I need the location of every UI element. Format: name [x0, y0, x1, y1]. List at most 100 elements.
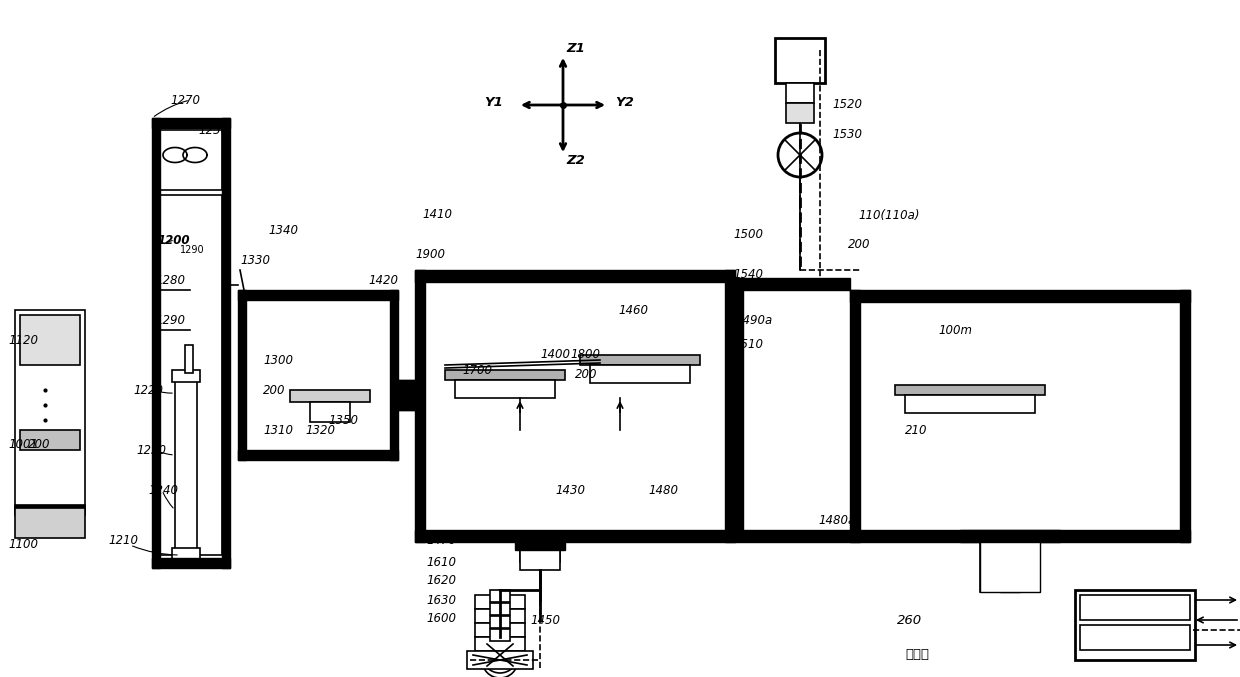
Bar	[725, 270, 735, 542]
Bar	[185, 345, 193, 373]
Bar	[153, 558, 229, 568]
Bar	[590, 365, 689, 383]
Bar	[160, 130, 222, 190]
Bar	[172, 548, 200, 560]
Text: 200: 200	[29, 439, 51, 452]
Bar	[15, 505, 86, 515]
Text: 1400: 1400	[539, 349, 570, 362]
Bar	[735, 530, 849, 542]
Bar	[475, 595, 525, 609]
Text: 1610: 1610	[427, 556, 456, 569]
Text: 1600: 1600	[427, 611, 456, 624]
Bar	[980, 542, 1040, 592]
Text: 1240: 1240	[148, 483, 179, 496]
Bar	[786, 83, 813, 103]
Text: 200: 200	[575, 368, 598, 382]
Bar	[515, 542, 565, 550]
Bar	[175, 380, 197, 550]
Text: 1220: 1220	[133, 383, 162, 397]
Text: 1620: 1620	[427, 573, 456, 586]
Text: 1320: 1320	[305, 424, 335, 437]
Text: 1490a: 1490a	[735, 313, 773, 326]
Bar	[490, 616, 510, 628]
Text: 1630: 1630	[427, 594, 456, 607]
Text: 260: 260	[897, 613, 923, 626]
Bar	[415, 270, 425, 542]
Text: 1270: 1270	[170, 93, 200, 106]
Bar	[467, 651, 533, 669]
Text: 1420: 1420	[368, 274, 398, 286]
Text: 1800: 1800	[570, 349, 600, 362]
Bar	[160, 195, 222, 555]
Bar	[153, 118, 229, 128]
Text: 1210: 1210	[108, 533, 138, 546]
Bar	[310, 402, 350, 422]
Bar	[735, 278, 743, 532]
Bar	[475, 623, 525, 637]
Bar	[520, 550, 560, 570]
Text: 200: 200	[848, 238, 870, 251]
Text: Y1: Y1	[484, 95, 503, 108]
Bar	[520, 542, 560, 562]
Bar	[735, 278, 849, 290]
Text: 1500: 1500	[733, 229, 763, 242]
Text: 110(110a): 110(110a)	[858, 209, 920, 221]
Bar	[445, 370, 565, 380]
Bar	[999, 542, 1021, 592]
Bar	[455, 380, 556, 398]
Bar	[490, 590, 510, 602]
Text: 1540: 1540	[733, 269, 763, 282]
Bar	[490, 629, 510, 641]
Text: 1230: 1230	[136, 443, 166, 456]
Bar	[1180, 290, 1190, 542]
Bar	[398, 380, 415, 383]
Bar	[415, 270, 735, 282]
Bar	[172, 370, 200, 382]
Bar	[222, 118, 229, 568]
Bar	[238, 290, 246, 460]
Text: 1430: 1430	[556, 483, 585, 496]
Text: 1120: 1120	[7, 334, 38, 347]
Bar	[1080, 595, 1190, 620]
Bar	[490, 603, 510, 615]
Bar	[20, 315, 81, 365]
Bar	[398, 380, 415, 410]
Bar	[238, 450, 398, 460]
Text: 1310: 1310	[263, 424, 293, 437]
Bar	[580, 355, 701, 365]
Text: 1001: 1001	[7, 439, 38, 452]
Bar	[475, 609, 525, 623]
Bar	[15, 310, 86, 510]
Text: 1340: 1340	[268, 223, 298, 236]
Text: 200: 200	[263, 383, 285, 397]
Bar	[20, 430, 81, 450]
Bar	[849, 530, 1190, 542]
Text: Y2: Y2	[615, 95, 634, 108]
Bar	[849, 290, 1190, 302]
Text: 1450: 1450	[529, 613, 560, 626]
Bar	[1075, 590, 1195, 660]
Bar	[475, 637, 525, 651]
Text: 210: 210	[905, 424, 928, 437]
Bar	[391, 290, 398, 460]
Bar	[415, 530, 735, 542]
Text: 1200: 1200	[157, 234, 191, 246]
Bar	[849, 290, 861, 542]
Text: 1280: 1280	[155, 274, 185, 286]
Text: 100m: 100m	[937, 324, 972, 336]
Bar	[153, 118, 160, 568]
Text: 1480a: 1480a	[818, 513, 856, 527]
Bar	[980, 542, 1040, 592]
Bar	[861, 302, 1180, 530]
Text: 1480: 1480	[649, 483, 678, 496]
Text: 信号线: 信号线	[905, 649, 929, 661]
Bar	[1080, 625, 1190, 650]
Text: 1460: 1460	[618, 303, 649, 317]
Text: 1530: 1530	[832, 129, 862, 141]
Text: 1700: 1700	[463, 364, 492, 376]
Bar	[238, 290, 398, 300]
Bar	[905, 395, 1035, 413]
Text: Z2: Z2	[565, 154, 585, 167]
Text: 1470: 1470	[427, 533, 456, 546]
Text: 1510: 1510	[733, 338, 763, 351]
